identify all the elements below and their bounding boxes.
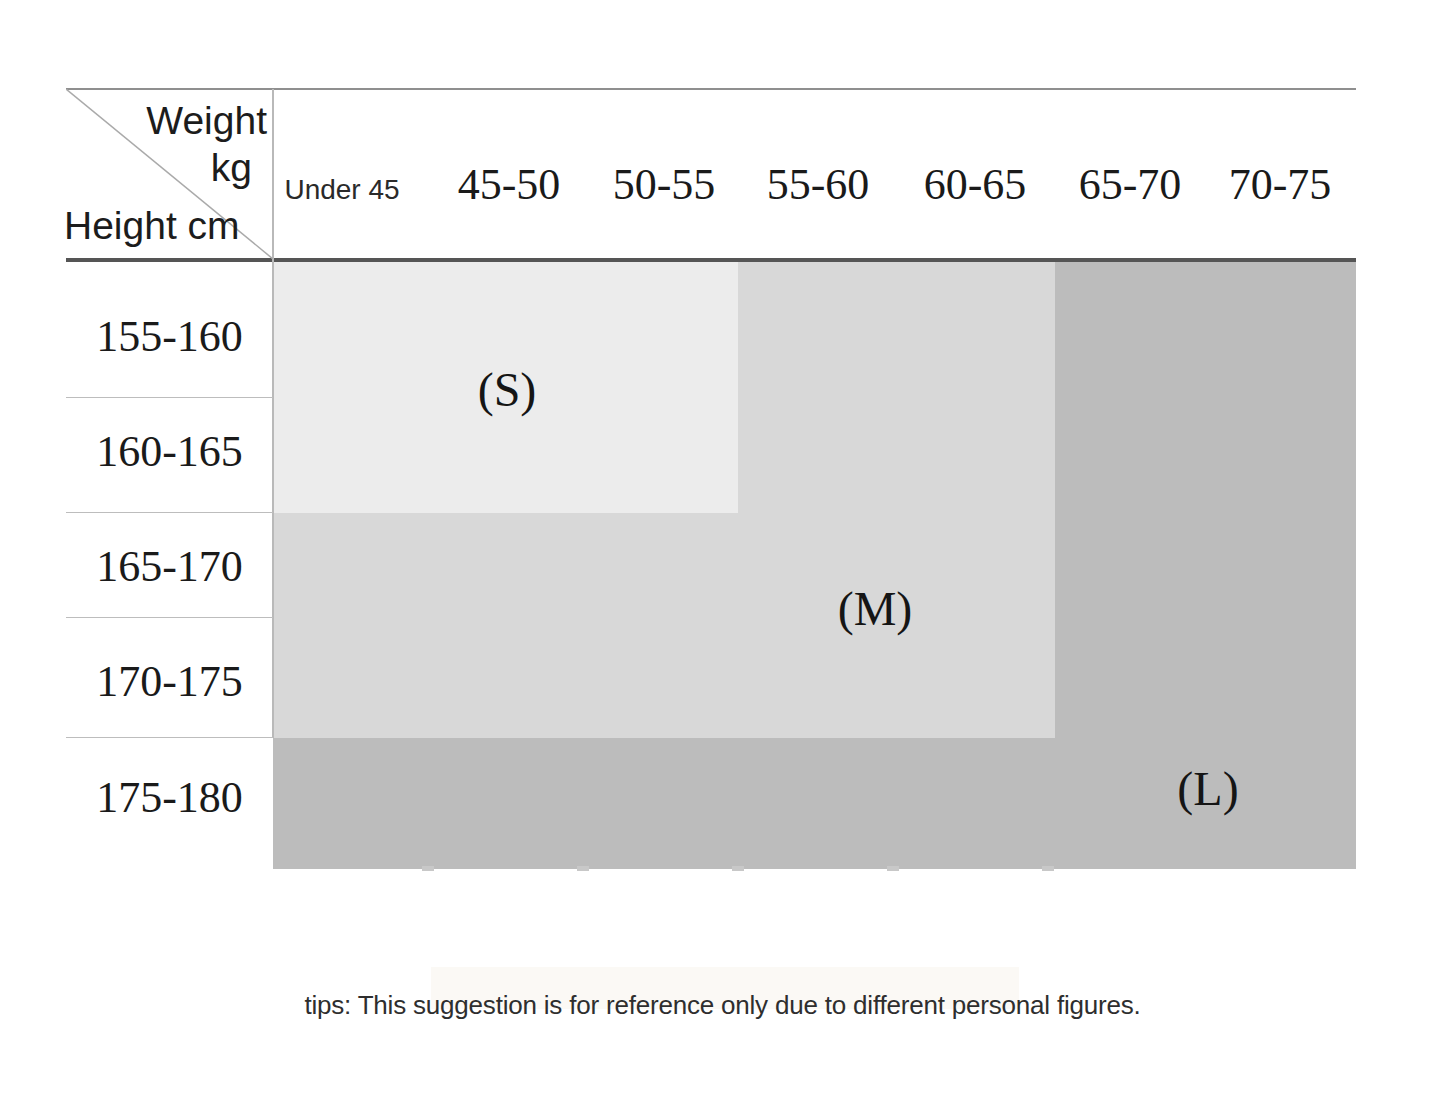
bottom-edge-tick [1042, 866, 1054, 871]
column-header-65-70: 65-70 [1050, 163, 1210, 207]
row-header-175-180: 175-180 [66, 776, 273, 820]
row-divider [66, 737, 273, 738]
row-header-160-165: 160-165 [66, 430, 273, 474]
column-header-55-60: 55-60 [738, 163, 898, 207]
column-header-45-50: 45-50 [429, 163, 589, 207]
bottom-edge-tick [422, 866, 434, 871]
column-header-70-75: 70-75 [1200, 163, 1360, 207]
column-header-50-55: 50-55 [584, 163, 744, 207]
weight-axis-label: Weight [66, 99, 267, 143]
bottom-edge-tick [887, 866, 899, 871]
tips-note: tips: This suggestion is for reference o… [0, 988, 1445, 1022]
bottom-edge-tick [577, 866, 589, 871]
weight-axis-unit: kg [66, 146, 252, 190]
size-label-s: (S) [447, 364, 567, 416]
size-chart: Weight kg Height cm Under 45 45-50 50-55… [0, 0, 1445, 1100]
size-label-m: (M) [815, 583, 935, 635]
row-divider [66, 617, 273, 618]
column-header-under-45: Under 45 [277, 174, 407, 206]
row-divider [66, 512, 273, 513]
size-label-l: (L) [1148, 763, 1268, 815]
height-axis-label: Height cm [64, 204, 284, 248]
column-header-60-65: 60-65 [895, 163, 1055, 207]
row-divider [66, 397, 273, 398]
row-header-170-175: 170-175 [66, 660, 273, 704]
bottom-edge-tick [732, 866, 744, 871]
row-header-165-170: 165-170 [66, 545, 273, 589]
row-header-155-160: 155-160 [66, 315, 273, 359]
